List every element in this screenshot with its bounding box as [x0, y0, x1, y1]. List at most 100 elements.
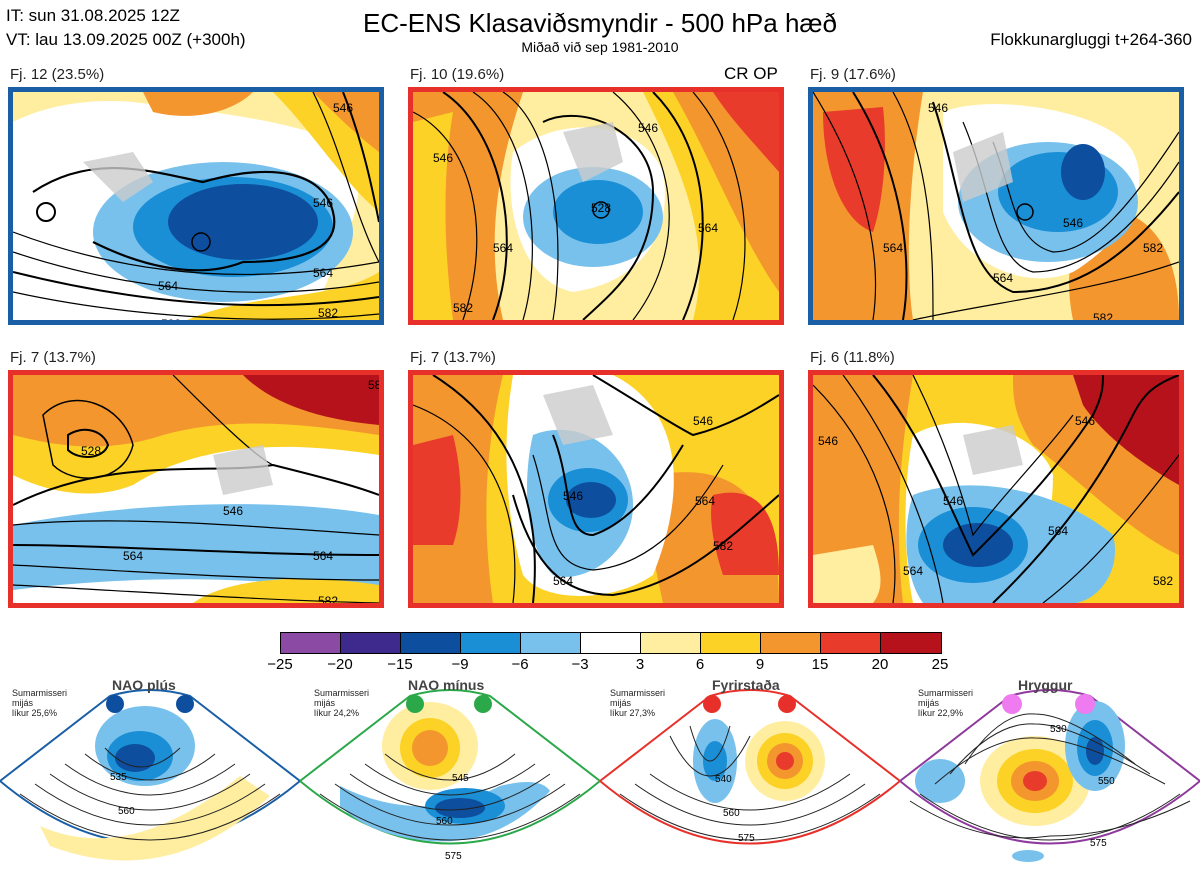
contour-label: 564 — [313, 549, 333, 563]
contour-label: 582 — [1143, 241, 1163, 255]
cluster-map-1: 546 564 582 546 564 582 — [8, 87, 384, 325]
contour-label: 582 — [318, 594, 338, 603]
regime-meta: Sumarmisseri mijás líkur 25,6% — [12, 688, 68, 718]
regime-map-3: 540 560 575 — [600, 689, 900, 845]
regime-contour-label: 540 — [715, 774, 732, 785]
regime-name: NAO plús — [112, 677, 176, 693]
page-title: EC-ENS Klasaviðsmyndir - 500 hPa hæð — [363, 8, 837, 38]
contour-label: 564 — [313, 266, 333, 280]
contour-label: 564 — [698, 221, 718, 235]
colorbar-tick: 3 — [635, 656, 645, 673]
colorbar-tick: −9 — [451, 656, 469, 673]
run-info: IT: sun 31.08.2025 12Z VT: lau 13.09.202… — [6, 4, 246, 52]
anomaly-map-6: 546 564 546 564 582 546 — [813, 375, 1179, 603]
contour-label: 582 — [1093, 311, 1113, 320]
cr-op-tag: CR OP — [724, 64, 778, 83]
regime-map-4: 530 550 575 — [900, 689, 1200, 862]
regime-dot — [176, 695, 194, 713]
colorbar-swatch — [581, 633, 641, 653]
regime-dot — [703, 695, 721, 713]
contour-label: 546 — [223, 504, 243, 518]
regime-contour-label: 560 — [723, 808, 740, 819]
contour-label: 546 — [333, 101, 353, 115]
regime-blocking: 540 560 575 Fyrirstaða Sumarmisseri mijá… — [600, 676, 900, 871]
colorbar-swatch — [281, 633, 341, 653]
contour-label: 546 — [943, 494, 963, 508]
contour-label: 528 — [81, 444, 101, 458]
contour-label: 564 — [123, 549, 143, 563]
regime-dot — [106, 695, 124, 713]
cluster-map-6: 546 564 546 564 582 546 — [808, 370, 1184, 608]
contour-label: 528 — [591, 201, 611, 215]
regime-contour-label: 530 — [1050, 724, 1067, 735]
contour-label: 564 — [903, 564, 923, 578]
colorbar-swatch — [761, 633, 821, 653]
regime-name: Hryggur — [1018, 677, 1073, 693]
contour-label: 564 — [1048, 524, 1068, 538]
contour-label: 582 — [713, 539, 733, 553]
colorbar — [280, 632, 942, 654]
regime-contour-label: 545 — [452, 773, 469, 784]
contour-label: 546 — [638, 121, 658, 135]
colorbar-tick: 20 — [871, 656, 889, 673]
contour-label: 564 — [493, 241, 513, 255]
classification-window: Flokkunargluggi t+264-360 — [990, 30, 1192, 49]
regime-nao-minus: 545 560 575 NAO mínus Sumarmisseri mijás… — [300, 676, 600, 871]
contour-label: 546 — [433, 151, 453, 165]
regime-contour-label: 575 — [1090, 838, 1107, 849]
contour-label: 582 — [318, 306, 338, 320]
cluster-map-3: 546 564 582 546 564 582 — [808, 87, 1184, 325]
regime-nao-plus: 535 560 NAO plús Sumarmisseri mijás líku… — [0, 676, 300, 871]
valid-time: VT: lau 13.09.2025 00Z (+300h) — [6, 30, 246, 49]
contour-label: 546 — [1075, 414, 1095, 428]
regime-contour-label: 560 — [118, 806, 135, 817]
regime-contour-label: 535 — [110, 772, 127, 783]
cluster-label-5: Fj. 7 (13.7%) — [410, 349, 496, 366]
initial-time: IT: sun 31.08.2025 12Z — [6, 6, 180, 25]
anomaly-map-4: 528 546 564 582 564 582 — [13, 375, 379, 603]
contour-label: 582 — [161, 317, 181, 320]
regime-contour-label: 550 — [1098, 776, 1115, 787]
contour-label: 546 — [928, 101, 948, 115]
colorbar-tick: −6 — [511, 656, 529, 673]
colorbar-tick: −20 — [327, 656, 353, 673]
regime-contour-label: 575 — [738, 833, 755, 844]
colorbar-ticks: −25 −20 −15 −9 −6 −3 3 6 9 15 20 25 — [0, 656, 1200, 676]
cluster-label-3: Fj. 9 (17.6%) — [810, 66, 896, 83]
contour-label: 564 — [993, 271, 1013, 285]
contour-label: 582 — [368, 378, 379, 392]
regime-map-2: 545 560 575 — [300, 689, 600, 862]
contour-label: 564 — [883, 241, 903, 255]
colorbar-swatch — [881, 633, 941, 653]
colorbar-swatch — [401, 633, 461, 653]
regime-meta: Sumarmisseri mijás líkur 24,2% — [314, 688, 370, 718]
colorbar-swatch — [461, 633, 521, 653]
anomaly-map-5: 546 564 582 546 564 582 — [413, 375, 779, 603]
regime-contour-label: 560 — [436, 816, 453, 827]
regime-map-1: 535 560 — [0, 689, 300, 861]
colorbar-swatch — [821, 633, 881, 653]
anomaly-map-1: 546 564 582 546 564 582 — [13, 92, 379, 320]
colorbar-tick: 6 — [695, 656, 705, 673]
cluster-label-2: Fj. 10 (19.6%) — [410, 66, 505, 83]
anomaly-map-2: 528 546 564 582 546 564 — [413, 92, 779, 320]
colorbar-tick: 25 — [931, 656, 949, 673]
colorbar-swatch — [701, 633, 761, 653]
colorbar-swatch — [641, 633, 701, 653]
contour-label: 582 — [453, 301, 473, 315]
regime-dot — [1075, 694, 1095, 714]
contour-label: 564 — [158, 279, 178, 293]
contour-label: 564 — [695, 494, 715, 508]
contour-label: 546 — [563, 489, 583, 503]
page-subtitle: Miðað við sep 1981-2010 — [521, 39, 679, 55]
regime-name: NAO mínus — [408, 677, 485, 693]
contour-label: 546 — [313, 196, 333, 210]
colorbar-tick: −3 — [571, 656, 589, 673]
colorbar-tick: 15 — [811, 656, 829, 673]
cluster-map-5: 546 564 582 546 564 582 — [408, 370, 784, 608]
regime-meta: Sumarmisseri mijás líkur 22,9% — [918, 688, 974, 718]
colorbar-tick: −25 — [267, 656, 293, 673]
contour-label: 582 — [1153, 574, 1173, 588]
cluster-map-2: 528 546 564 582 546 564 — [408, 87, 784, 325]
regime-dot — [406, 695, 424, 713]
